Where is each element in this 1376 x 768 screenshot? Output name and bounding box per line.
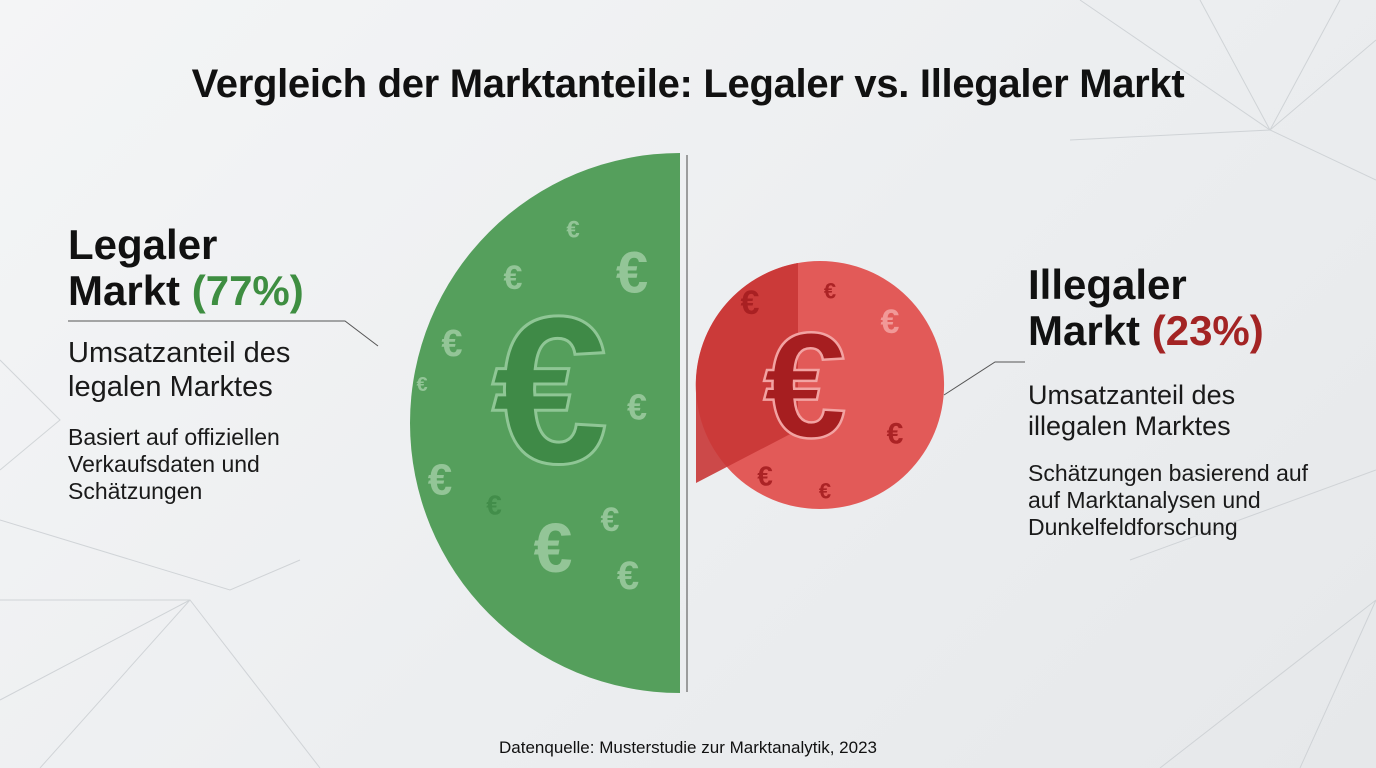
illegal-market-dark-sector — [695, 263, 798, 483]
chart-title: Vergleich der Marktanteile: Legaler vs. … — [191, 62, 1185, 106]
euro-sign-icon: € — [757, 461, 773, 492]
euro-sign-icon: € — [566, 217, 579, 244]
legal-connector-line — [68, 320, 379, 347]
euro-sign-icon: € — [441, 323, 462, 365]
euro-sign-icon: € — [601, 501, 620, 539]
legal-note: Basiert auf offiziellen Verkaufsdaten un… — [68, 424, 368, 505]
illegal-note: Schätzungen basierend auf auf Marktanaly… — [1028, 460, 1358, 541]
euro-sign-icon: € — [819, 479, 831, 504]
legal-market-slice — [410, 153, 680, 693]
euro-sign-icon: € — [763, 301, 846, 469]
illegal-subtitle: Umsatzanteil des illegalen Marktes — [1028, 380, 1358, 442]
legal-sub-line2: legalen Marktes — [68, 371, 273, 403]
euro-sign-icon: € — [492, 273, 609, 508]
illegal-market-name: Illegaler Markt (23%) — [1028, 262, 1358, 354]
euro-sign-icon: € — [617, 554, 639, 598]
legal-percent: (77%) — [191, 267, 304, 314]
illegal-market-label: Illegaler Markt (23%) Umsatzanteil des i… — [1028, 262, 1358, 541]
legal-name-line2: Markt — [68, 267, 181, 314]
euro-sign-icon: € — [741, 284, 760, 322]
legal-market-label: Legaler Markt (77%) Umsatzanteil des leg… — [68, 222, 368, 505]
illegal-note-line2: auf Marktanalysen und — [1028, 487, 1261, 513]
euro-sign-icon: € — [428, 456, 452, 505]
illegal-euro-icons: €€ €€€€ € — [741, 279, 904, 504]
legal-note-line3: Schätzungen — [68, 478, 203, 504]
legal-name-line1: Legaler — [68, 221, 218, 268]
legal-note-line2: Verkaufsdaten und — [68, 451, 260, 477]
legal-sub-line1: Umsatzanteil des — [68, 337, 291, 369]
legal-euro-icons: €€€€€€€€€€ €€ — [416, 217, 648, 599]
illegal-connector-line — [943, 361, 1025, 396]
illegal-note-line1: Schätzungen basierend auf — [1028, 460, 1309, 486]
euro-sign-icon: € — [616, 241, 648, 306]
illegal-name-line1: Illegaler — [1028, 261, 1187, 308]
euro-sign-icon: € — [824, 279, 836, 304]
euro-sign-icon: € — [504, 259, 523, 297]
illegal-note-line3: Dunkelfeldforschung — [1028, 514, 1238, 540]
euro-sign-icon: € — [534, 509, 573, 587]
data-source-note: Datenquelle: Musterstudie zur Marktanaly… — [499, 738, 877, 757]
legal-note-line1: Basiert auf offiziellen — [68, 424, 280, 450]
euro-sign-icon: € — [416, 374, 427, 396]
euro-sign-icon: € — [887, 418, 904, 451]
illegal-percent: (23%) — [1151, 307, 1264, 354]
illegal-name-line2: Markt — [1028, 307, 1141, 354]
illegal-sub-line1: Umsatzanteil des — [1028, 380, 1236, 410]
euro-sign-icon: € — [881, 303, 900, 341]
illegal-sub-line2: illegalen Marktes — [1028, 411, 1231, 441]
legal-market-name: Legaler Markt (77%) — [68, 222, 368, 314]
euro-sign-icon: € — [627, 387, 647, 428]
euro-sign-icon: € — [486, 490, 502, 521]
legal-subtitle: Umsatzanteil des legalen Marktes — [68, 336, 368, 404]
